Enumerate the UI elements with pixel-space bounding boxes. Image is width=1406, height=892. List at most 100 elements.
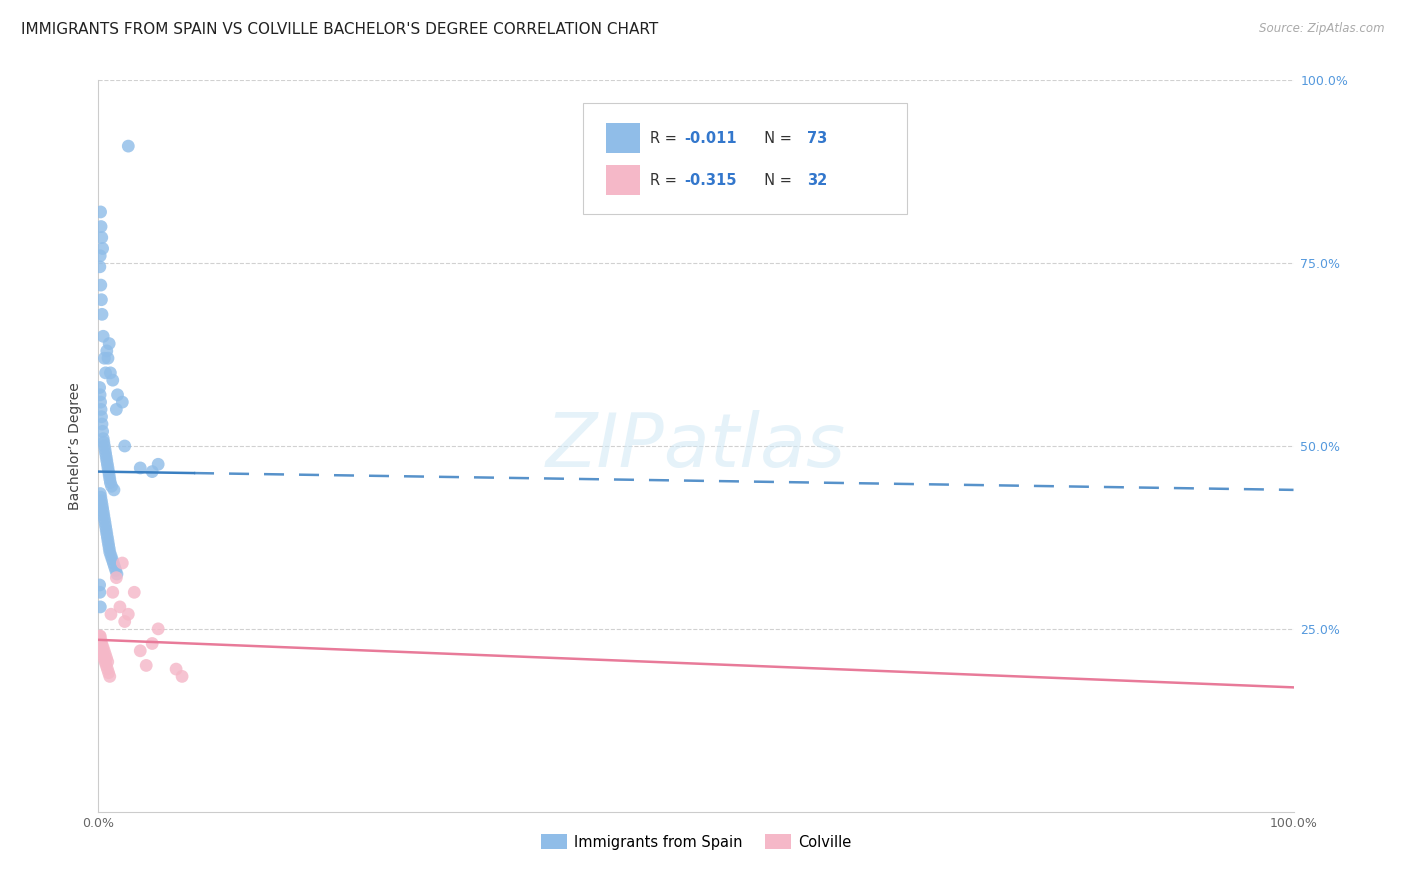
- Point: [172, 669, 194, 683]
- Text: R =: R =: [650, 131, 681, 145]
- Point: [93, 512, 115, 526]
- Point: [97, 351, 120, 366]
- Point: [129, 644, 152, 658]
- Point: [91, 640, 114, 655]
- Point: [96, 453, 118, 467]
- Point: [103, 556, 125, 570]
- Point: [90, 644, 112, 658]
- Point: [90, 219, 112, 234]
- Text: R =: R =: [650, 173, 681, 187]
- Point: [117, 139, 139, 153]
- Point: [90, 494, 112, 508]
- Point: [94, 516, 117, 530]
- Point: [89, 599, 111, 614]
- Point: [89, 260, 111, 274]
- Point: [105, 567, 128, 582]
- Point: [98, 468, 121, 483]
- Point: [94, 655, 117, 669]
- Point: [165, 662, 187, 676]
- Point: [94, 446, 117, 460]
- Point: [108, 599, 131, 614]
- Point: [135, 658, 157, 673]
- Point: [89, 585, 111, 599]
- Point: [89, 629, 111, 643]
- Text: 32: 32: [807, 173, 827, 187]
- Point: [94, 366, 117, 380]
- Point: [93, 435, 115, 450]
- Point: [96, 450, 118, 464]
- Point: [98, 541, 121, 556]
- Point: [94, 648, 117, 662]
- Point: [101, 373, 124, 387]
- Point: [93, 508, 115, 523]
- Point: [97, 534, 120, 549]
- Point: [96, 523, 118, 537]
- Point: [97, 665, 120, 680]
- Text: ZIPatlas: ZIPatlas: [546, 410, 846, 482]
- Point: [91, 501, 114, 516]
- Point: [141, 465, 163, 479]
- Point: [90, 205, 112, 219]
- Text: 73: 73: [807, 131, 827, 145]
- Point: [104, 563, 127, 577]
- Point: [91, 505, 114, 519]
- Point: [97, 538, 120, 552]
- Point: [90, 636, 112, 650]
- Point: [93, 644, 115, 658]
- Point: [96, 457, 118, 471]
- Point: [91, 329, 114, 343]
- Legend: Immigrants from Spain, Colville: Immigrants from Spain, Colville: [534, 829, 858, 855]
- Point: [90, 395, 112, 409]
- Y-axis label: Bachelor’s Degree: Bachelor’s Degree: [67, 382, 82, 510]
- Point: [90, 632, 112, 647]
- Point: [103, 483, 125, 497]
- Point: [89, 380, 111, 394]
- Point: [98, 366, 122, 380]
- Point: [98, 475, 122, 490]
- Text: -0.315: -0.315: [685, 173, 737, 187]
- Point: [90, 490, 112, 504]
- Point: [103, 559, 125, 574]
- Point: [100, 479, 122, 493]
- Point: [114, 439, 136, 453]
- Point: [93, 439, 115, 453]
- Point: [91, 498, 114, 512]
- Point: [96, 651, 118, 665]
- Point: [90, 293, 112, 307]
- Point: [91, 417, 114, 431]
- Point: [91, 648, 114, 662]
- Point: [97, 465, 120, 479]
- Point: [89, 578, 111, 592]
- Text: -0.011: -0.011: [685, 131, 737, 145]
- Point: [90, 278, 112, 293]
- Point: [97, 655, 120, 669]
- Point: [91, 242, 114, 256]
- Text: N =: N =: [755, 131, 797, 145]
- Text: N =: N =: [755, 173, 797, 187]
- Point: [129, 461, 152, 475]
- Point: [148, 457, 170, 471]
- Point: [96, 530, 118, 544]
- Point: [94, 442, 117, 457]
- Point: [98, 472, 121, 486]
- Point: [105, 571, 128, 585]
- Point: [89, 629, 111, 643]
- Point: [90, 402, 112, 417]
- Point: [91, 425, 114, 439]
- Point: [98, 336, 121, 351]
- Point: [117, 607, 139, 622]
- Text: IMMIGRANTS FROM SPAIN VS COLVILLE BACHELOR'S DEGREE CORRELATION CHART: IMMIGRANTS FROM SPAIN VS COLVILLE BACHEL…: [21, 22, 658, 37]
- Point: [96, 658, 118, 673]
- Point: [100, 549, 122, 563]
- Point: [90, 230, 112, 244]
- Point: [98, 669, 121, 683]
- Point: [111, 556, 134, 570]
- Point: [89, 388, 111, 402]
- Point: [148, 622, 170, 636]
- Point: [94, 519, 117, 533]
- Point: [89, 249, 111, 263]
- Point: [97, 461, 120, 475]
- Point: [107, 388, 129, 402]
- Point: [93, 651, 115, 665]
- Point: [93, 351, 115, 366]
